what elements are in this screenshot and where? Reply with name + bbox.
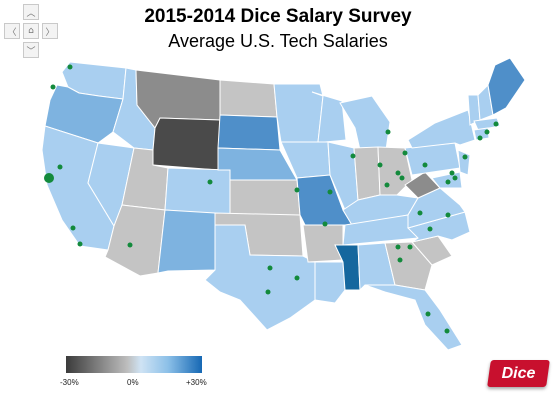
state-new-mexico[interactable] [157,209,216,274]
map-title: 2015-2014 Dice Salary Survey [144,6,412,27]
state-new-jersey[interactable] [457,149,471,176]
state-south-dakota[interactable] [217,114,281,151]
city-marker[interactable] [452,175,458,181]
city-marker[interactable] [322,221,328,227]
city-marker[interactable] [377,162,383,168]
city-marker[interactable] [384,182,390,188]
state-michigan[interactable] [339,95,391,151]
pan-right-icon[interactable]: 〉 [42,23,58,39]
state-maine[interactable] [487,57,526,116]
city-marker[interactable] [267,265,273,271]
pan-down-icon[interactable]: ﹀ [23,42,39,58]
city-marker[interactable] [127,242,133,248]
state-colorado[interactable] [164,167,231,216]
city-marker[interactable] [44,173,54,183]
state-wyoming[interactable] [152,117,221,171]
pan-left-icon[interactable]: 〈 [4,23,20,39]
map-subtitle: Average U.S. Tech Salaries [168,31,388,51]
dice-logo[interactable]: Dice [487,360,550,387]
city-marker[interactable] [207,179,213,185]
city-marker[interactable] [493,121,499,127]
home-icon[interactable]: ⌂ [23,23,39,39]
state-indiana[interactable] [353,146,381,201]
city-marker[interactable] [449,170,455,176]
city-marker[interactable] [477,135,483,141]
state-kansas[interactable] [229,179,301,216]
city-marker[interactable] [50,84,56,90]
state-west-virginia[interactable] [404,171,441,199]
state-nebraska[interactable] [217,147,298,181]
city-marker[interactable] [67,64,73,70]
city-marker[interactable] [484,129,490,135]
city-marker[interactable] [399,175,405,181]
city-marker[interactable] [445,212,451,218]
legend-color-scale [66,356,202,373]
state-massachusetts[interactable] [473,117,501,131]
city-marker[interactable] [425,311,431,317]
state-texas[interactable] [204,224,316,331]
state-arkansas[interactable] [302,224,344,263]
city-marker[interactable] [395,170,401,176]
city-marker[interactable] [417,210,423,216]
city-marker[interactable] [70,225,76,231]
legend-label-mid: 0% [127,378,139,387]
city-marker[interactable] [402,150,408,156]
city-marker[interactable] [350,153,356,159]
city-marker[interactable] [57,164,63,170]
state-north-dakota[interactable] [219,79,278,118]
map-navigation: ︿ 〈 ⌂ 〉 ﹀ [4,4,58,58]
city-marker[interactable] [265,289,271,295]
city-marker[interactable] [385,129,391,135]
state-new-york[interactable] [407,109,476,149]
city-marker[interactable] [462,154,468,160]
state-wisconsin[interactable] [311,91,347,143]
state-north-carolina[interactable] [407,211,471,243]
city-marker[interactable] [327,189,333,195]
city-marker[interactable] [77,241,83,247]
pan-up-icon[interactable]: ︿ [23,4,39,20]
city-marker[interactable] [395,244,401,250]
city-marker[interactable] [422,162,428,168]
state-georgia[interactable] [384,241,433,291]
legend-label-min: -30% [60,378,79,387]
city-marker[interactable] [427,226,433,232]
city-marker[interactable] [294,275,300,281]
city-marker[interactable] [397,257,403,263]
state-florida[interactable] [364,284,463,351]
city-marker[interactable] [444,328,450,334]
city-marker[interactable] [407,244,413,250]
legend-label-max: +30% [186,378,207,387]
state-mississippi[interactable] [334,244,361,291]
city-marker[interactable] [445,179,451,185]
city-marker[interactable] [294,187,300,193]
